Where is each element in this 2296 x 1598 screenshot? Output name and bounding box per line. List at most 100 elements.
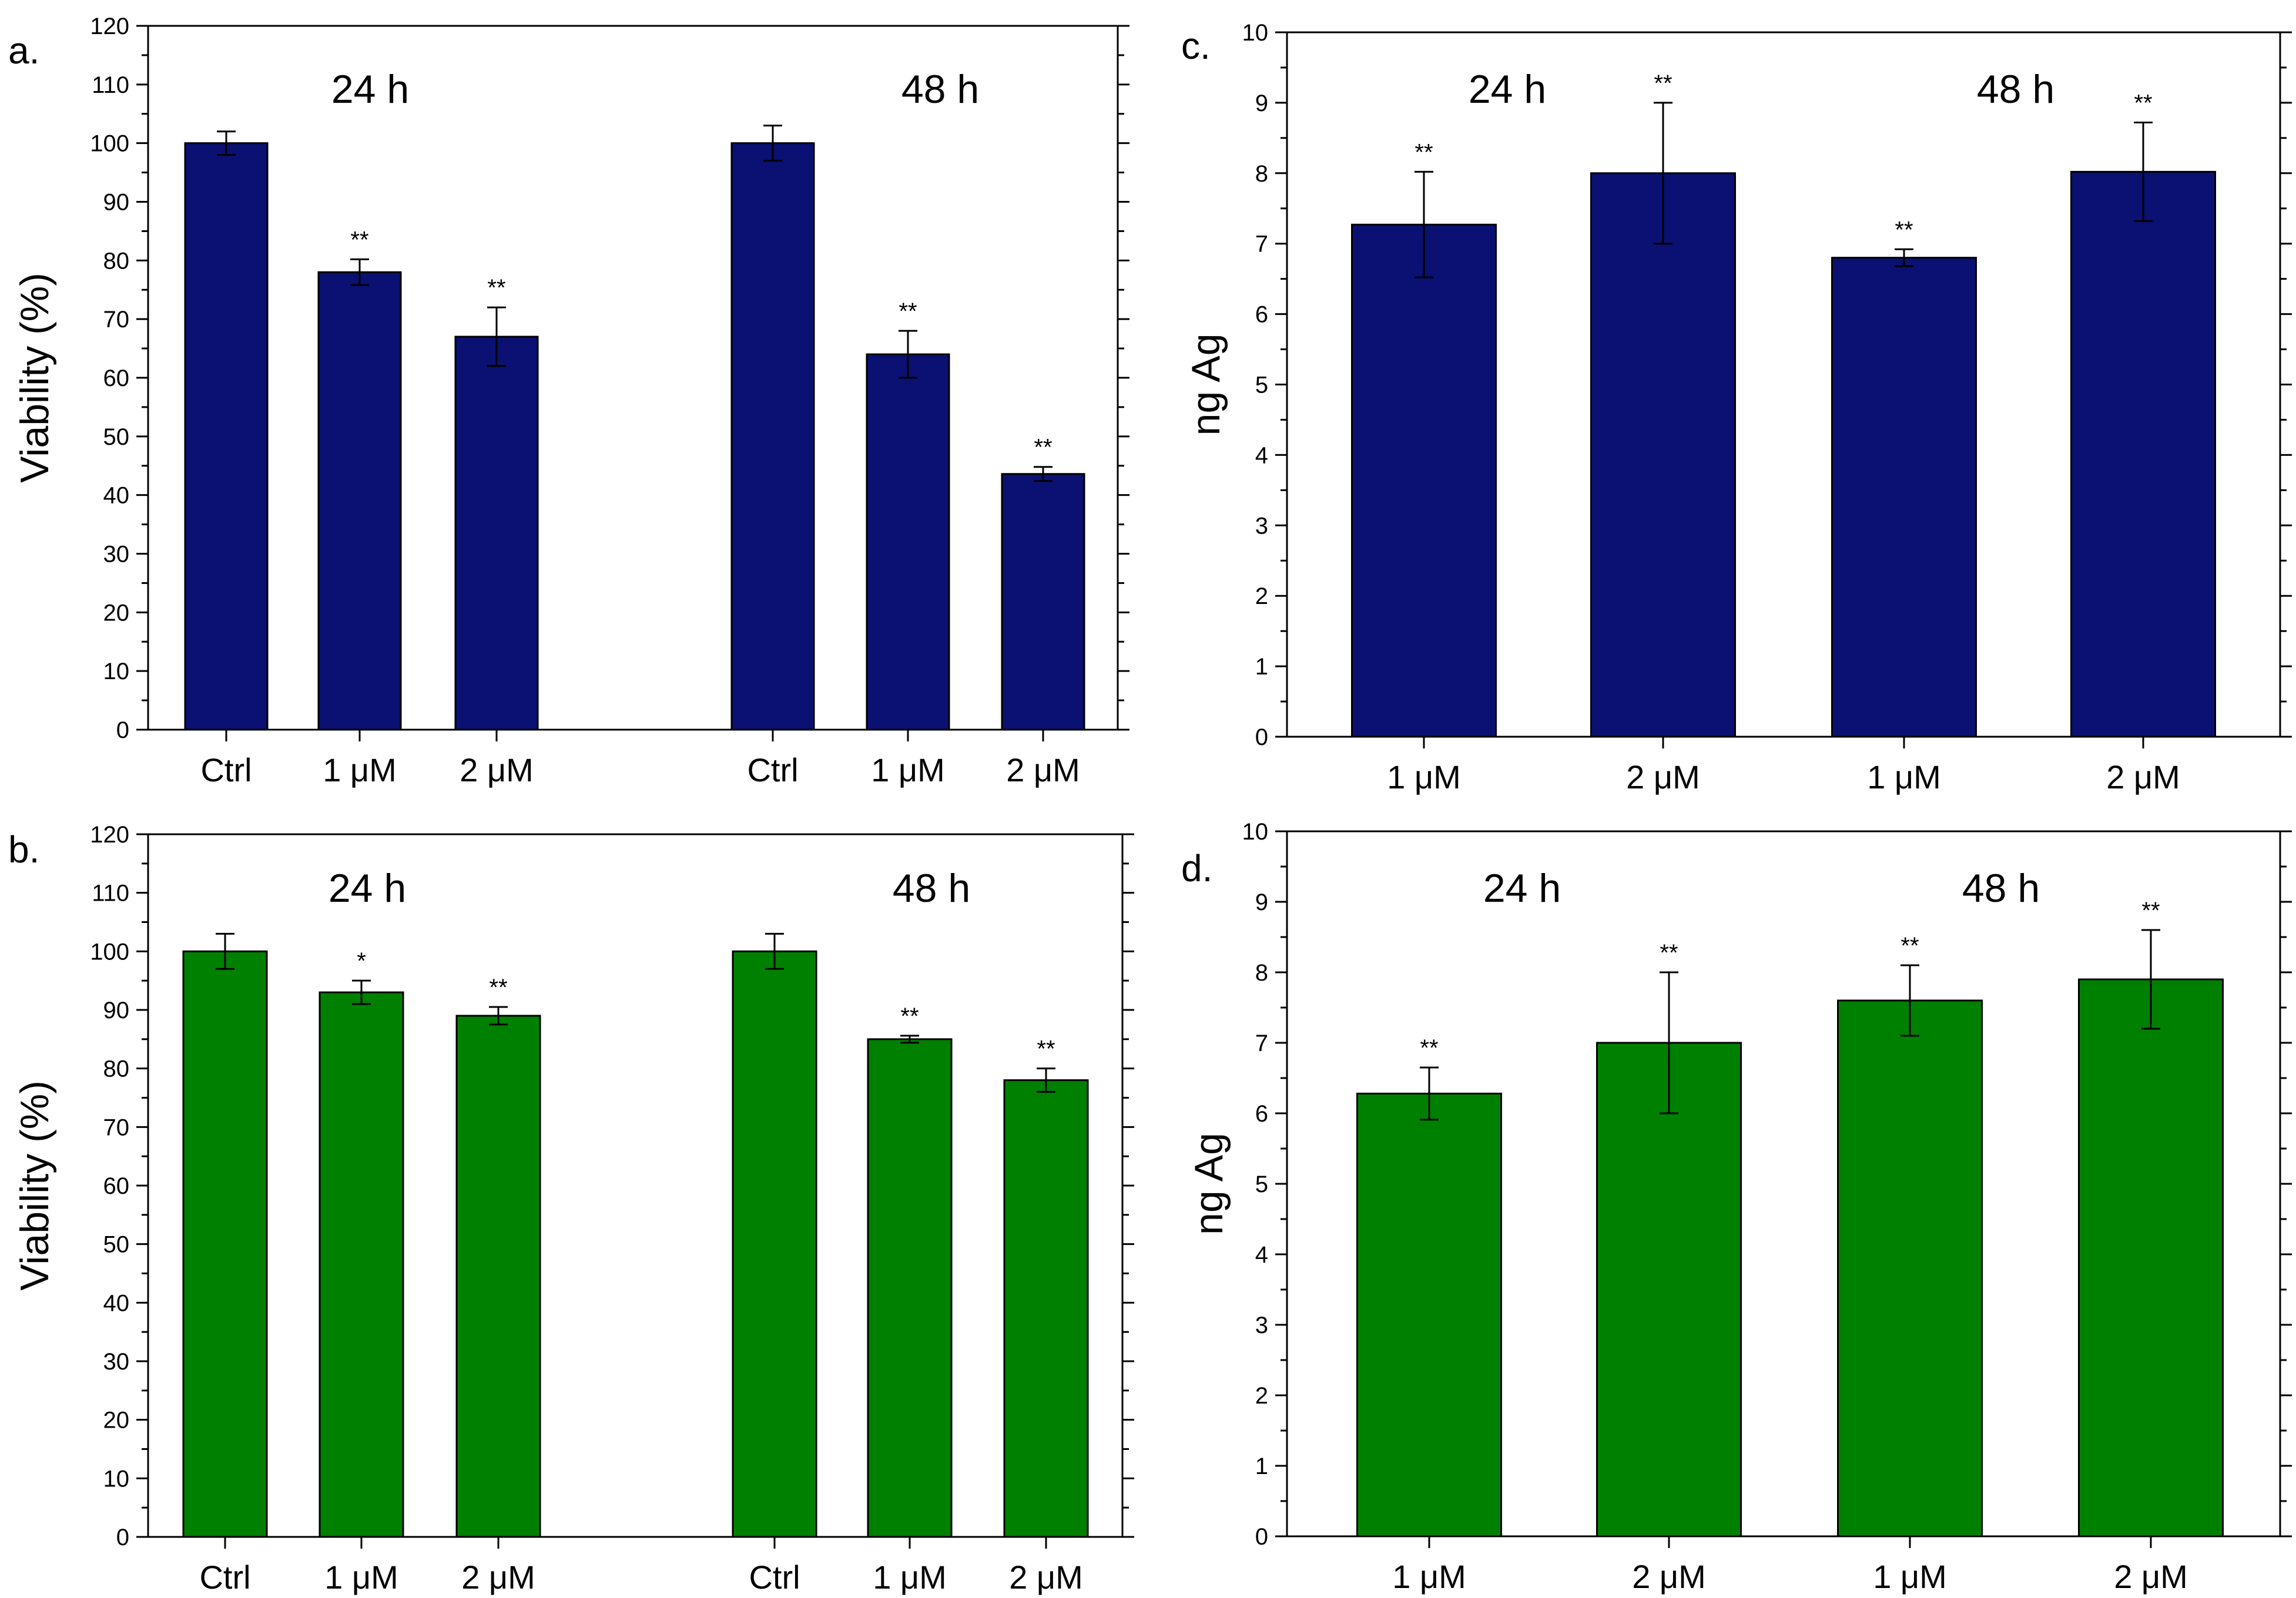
error-bar: [350, 258, 369, 286]
period-label: 48 h: [901, 67, 979, 112]
y-tick-label: 60: [103, 1173, 130, 1199]
x-tick-label: Ctrl: [747, 751, 798, 788]
y-tick-label: 80: [103, 248, 130, 274]
y-tick-label: 100: [90, 131, 129, 157]
period-label: 48 h: [893, 866, 970, 911]
panel-letter: b.: [8, 828, 39, 871]
period-label: 24 h: [329, 866, 406, 911]
significance-marker: **: [489, 975, 507, 1001]
bar: [455, 1015, 541, 1538]
error-bar: [765, 932, 784, 970]
error-bar: [217, 130, 236, 156]
y-tick-label: 110: [92, 881, 129, 907]
panel-c: 0 1 2 3 4 5 6 7 8 9 10 ng Ag c. 24 h 48 h ** 1 μM ** 2 μM *…: [1181, 20, 2292, 795]
y-tick-label: 5: [1255, 372, 1268, 398]
bar: [182, 950, 268, 1538]
x-tick-label: 2 μM: [461, 1559, 535, 1596]
y-tick-label: 2: [1255, 1383, 1268, 1409]
y-tick-label: 80: [103, 1056, 130, 1082]
x-tick-label: 2 μM: [2114, 1558, 2188, 1595]
y-axis-label: Viability (%): [12, 273, 57, 483]
error-bar: [487, 306, 506, 367]
bar: [2070, 170, 2216, 738]
y-tick-label: 0: [1255, 724, 1268, 750]
x-tick-label: 2 μM: [1009, 1559, 1083, 1596]
x-tick-label: 2 μM: [1006, 751, 1080, 788]
x-tick-label: 2 μM: [2106, 758, 2180, 795]
y-tick-label: 60: [103, 365, 130, 391]
significance-marker: **: [1654, 70, 1672, 96]
x-tick-label: 1 μM: [323, 751, 397, 788]
y-tick-label: 50: [103, 424, 130, 450]
error-bar: [216, 932, 234, 970]
error-bar: [1420, 1066, 1439, 1121]
y-tick-label: 10: [103, 1466, 130, 1492]
y-tick-label: 30: [103, 1349, 130, 1375]
y-tick-label: 1: [1255, 654, 1268, 680]
significance-marker: **: [2134, 90, 2152, 116]
y-tick-label: 0: [116, 717, 129, 743]
bar: [1596, 1042, 1742, 1537]
significance-marker: **: [2141, 898, 2160, 924]
y-tick-label: 30: [103, 542, 130, 568]
x-tick-label: 1 μM: [1387, 758, 1461, 795]
significance-marker: **: [900, 1003, 919, 1029]
y-tick-label: 3: [1255, 1312, 1268, 1338]
period-label: 48 h: [1962, 866, 2040, 911]
y-tick-label: 8: [1255, 161, 1268, 187]
x-tick-label: 1 μM: [1867, 758, 1941, 795]
y-tick-label: 20: [103, 1408, 130, 1434]
error-bar: [900, 1035, 919, 1044]
panel-d: 0 1 2 3 4 5 6 7 8 9 10 ng Ag d. 24 h 48 h ** 1 μM ** 2 μM *…: [1181, 819, 2292, 1595]
bar: [454, 335, 539, 731]
significance-marker: *: [357, 948, 366, 974]
y-tick-label: 9: [1255, 889, 1268, 915]
significance-marker: **: [1660, 940, 1678, 966]
y-tick-label: 10: [1242, 20, 1269, 46]
bar: [1590, 172, 1736, 738]
period-label: 24 h: [331, 67, 409, 112]
bar: [1831, 257, 1977, 738]
error-bar: [1037, 1067, 1055, 1093]
x-tick-label: 2 μM: [1632, 1558, 1706, 1595]
bar: [1351, 223, 1497, 738]
significance-marker: **: [350, 227, 368, 253]
x-tick-label: 1 μM: [871, 751, 945, 788]
y-tick-label: 4: [1255, 1242, 1268, 1268]
y-tick-label: 9: [1255, 90, 1268, 116]
period-label: 24 h: [1469, 67, 1546, 112]
bar: [1003, 1079, 1089, 1538]
bar: [2078, 978, 2224, 1537]
period-label: 24 h: [1483, 866, 1561, 911]
error-bar: [1895, 248, 1913, 267]
y-tick-label: 70: [103, 1114, 130, 1140]
y-tick-label: 3: [1255, 513, 1268, 539]
y-tick-label: 90: [103, 190, 130, 216]
bar: [867, 1038, 953, 1538]
bar: [730, 142, 815, 731]
significance-marker: **: [1901, 933, 1919, 959]
y-tick-label: 10: [1242, 819, 1269, 845]
y-tick-label: 1: [1255, 1453, 1268, 1479]
error-bar: [2141, 929, 2160, 1030]
y-tick-label: 50: [103, 1232, 130, 1258]
x-tick-label: 2 μM: [460, 751, 534, 788]
y-tick-label: 0: [116, 1525, 129, 1550]
significance-marker: **: [899, 298, 917, 324]
x-tick-label: 1 μM: [1873, 1558, 1947, 1595]
error-bar: [352, 979, 371, 1005]
y-axis-label: Viability (%): [12, 1080, 57, 1291]
y-tick-label: 4: [1255, 442, 1268, 468]
y-axis-label: ng Ag: [1184, 334, 1228, 436]
y-tick-label: 8: [1255, 960, 1268, 986]
panel-letter: d.: [1181, 847, 1212, 889]
error-bar: [2134, 121, 2153, 222]
x-tick-label: 1 μM: [324, 1559, 398, 1596]
y-tick-label: 5: [1255, 1171, 1268, 1197]
bar: [866, 353, 950, 731]
error-bar: [1654, 102, 1672, 245]
y-tick-label: 2: [1255, 583, 1268, 609]
y-tick-label: 100: [90, 939, 129, 965]
panel-a: 0 10 20 30 40 50 60 70 80 90 100 110 120 Viability (%…: [8, 14, 1129, 788]
y-axis-label: ng Ag: [1186, 1133, 1231, 1235]
